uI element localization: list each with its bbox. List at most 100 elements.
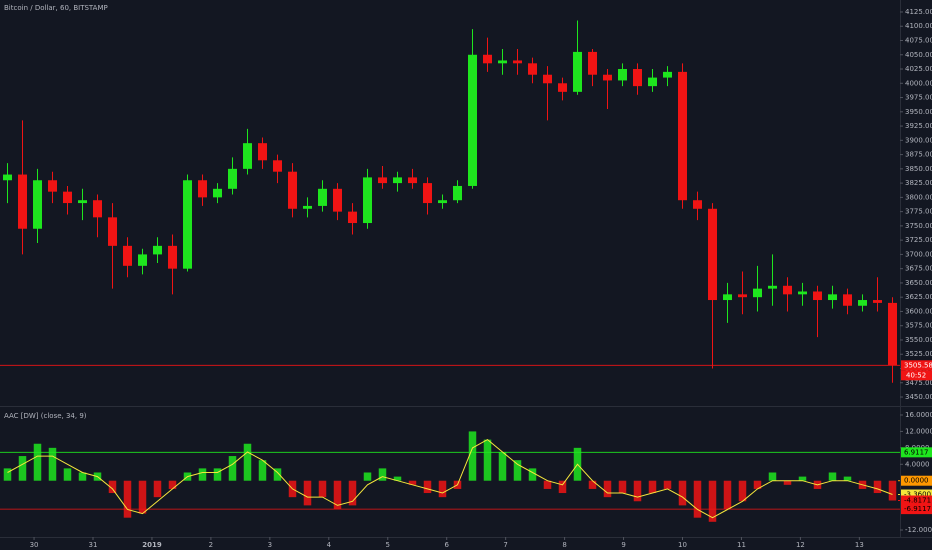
histogram-bar — [228, 456, 237, 481]
y-tick-label: 3825.00 — [905, 179, 932, 187]
candle-body — [723, 294, 732, 301]
y-tick-label: 3525.00 — [905, 350, 932, 358]
y-tick-label: 4125.00 — [905, 8, 932, 16]
marker-label: -4.8171 — [904, 497, 931, 505]
histogram-bar — [468, 431, 477, 481]
marker-label-box — [901, 475, 932, 486]
y-tick-label: 3550.00 — [905, 336, 932, 344]
candle-body — [93, 200, 102, 218]
y-tick-label: 4075.00 — [905, 37, 932, 45]
histogram-bar — [123, 480, 132, 518]
y-tick-label: 3650.00 — [905, 279, 932, 287]
candle-body — [63, 191, 72, 204]
candle-body — [738, 294, 747, 298]
histogram-bar — [513, 460, 522, 481]
histogram-bar — [498, 451, 507, 481]
y-tick-label: 3600.00 — [905, 307, 932, 315]
x-tick-label: 11 — [737, 541, 746, 549]
candle-body — [258, 143, 267, 161]
candle-body — [18, 174, 27, 229]
candle-body — [243, 143, 252, 169]
candle-body — [438, 200, 447, 204]
candle-body — [288, 171, 297, 209]
candle-body — [3, 174, 12, 181]
histogram-bar — [153, 480, 162, 498]
histogram-bar — [423, 480, 432, 494]
y-tick-label: 4050.00 — [905, 51, 932, 59]
candle-body — [858, 300, 867, 306]
histogram-bar — [33, 443, 42, 481]
marker-label-box — [901, 495, 932, 506]
candle-body — [648, 77, 657, 87]
y-tick-label: 3475.00 — [905, 379, 932, 387]
y-tick-label: 3800.00 — [905, 193, 932, 201]
histogram-bar — [408, 480, 417, 485]
countdown-box — [901, 370, 932, 381]
candle-body — [483, 54, 492, 64]
y-tick-label: 3575.00 — [905, 322, 932, 330]
histogram-bar — [873, 480, 882, 494]
candle-body — [453, 185, 462, 201]
candle-body — [753, 288, 762, 298]
indicator-title: AAC [DW] (close, 34, 9) — [4, 412, 87, 420]
candle-body — [588, 51, 597, 75]
x-tick-label: 2 — [209, 541, 213, 549]
candle-body — [843, 294, 852, 306]
candle-body — [108, 217, 117, 246]
marker-label-box — [901, 489, 932, 500]
histogram-bar — [303, 480, 312, 506]
histogram-bar — [888, 480, 897, 501]
candle-body — [828, 294, 837, 301]
histogram-bar — [708, 480, 717, 522]
y-tick-label: 3750.00 — [905, 222, 932, 230]
x-tick-label: 6 — [444, 541, 449, 549]
candle-body — [573, 51, 582, 92]
histogram-bar — [798, 476, 807, 481]
price-label: 3505.58 — [904, 361, 932, 369]
y-tick-label: 3975.00 — [905, 94, 932, 102]
y-tick-label: 4.0000 — [905, 460, 930, 468]
histogram-bar — [543, 480, 552, 489]
histogram-bar — [588, 480, 597, 489]
histogram-bar — [198, 468, 207, 481]
candle-body — [693, 200, 702, 209]
chart-title: Bitcoin / Dollar, 60, BITSTAMP — [4, 4, 108, 12]
level-label: -6.9117 — [904, 505, 931, 513]
candle-body — [513, 60, 522, 64]
candle-body — [423, 183, 432, 204]
x-tick-label: 9 — [621, 541, 625, 549]
histogram-bar — [663, 480, 672, 489]
candle-body — [78, 200, 87, 204]
candle-body — [273, 160, 282, 172]
histogram-bar — [783, 480, 792, 485]
candle-body — [708, 208, 717, 301]
candle-body — [378, 177, 387, 184]
x-tick-label: 3 — [268, 541, 272, 549]
histogram-bar — [438, 480, 447, 498]
histogram-bar — [213, 468, 222, 481]
histogram-bar — [243, 443, 252, 481]
candle-body — [558, 83, 567, 92]
x-tick-label: 5 — [386, 541, 390, 549]
candle-body — [318, 188, 327, 206]
x-tick-label: 4 — [327, 541, 332, 549]
y-tick-label: 4000.00 — [905, 79, 932, 87]
x-tick-label: 12 — [796, 541, 805, 549]
histogram-bar — [138, 480, 147, 514]
candle-body — [768, 285, 777, 289]
x-tick-label: 7 — [503, 541, 507, 549]
histogram-bar — [738, 480, 747, 502]
candle-body — [528, 63, 537, 75]
y-tick-label: 3900.00 — [905, 136, 932, 144]
marker-label: 0.0000 — [904, 477, 929, 485]
histogram-bar — [648, 480, 657, 494]
level-label-box — [901, 504, 932, 515]
candle-body — [168, 245, 177, 269]
y-tick-label: 16.0000 — [905, 411, 932, 419]
y-tick-label: -12.0000 — [905, 526, 932, 534]
candle-body — [33, 180, 42, 229]
candle-body — [543, 74, 552, 84]
candle-body — [123, 245, 132, 266]
y-tick-label: 3775.00 — [905, 208, 932, 216]
y-tick-label: 3625.00 — [905, 293, 932, 301]
